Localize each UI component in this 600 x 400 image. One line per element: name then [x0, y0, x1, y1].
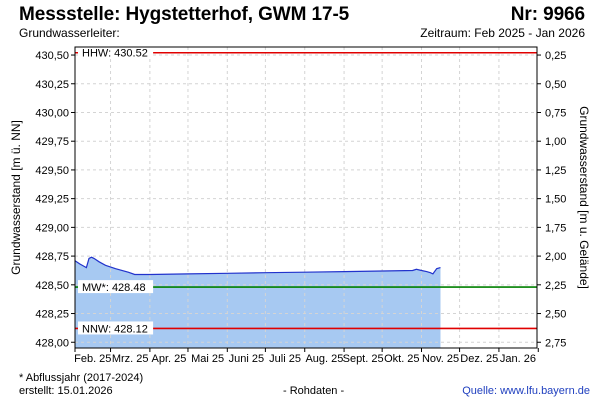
period-label: Zeitraum: Feb 2025 - Jan 2026 — [420, 26, 585, 40]
y2-axis-title: Grundwasserstand [m u. Gelände] — [577, 106, 591, 289]
mw-label-bg — [78, 280, 154, 294]
hhw-label: HHW: 430.52 — [82, 48, 148, 60]
plot-frame — [74, 46, 538, 349]
series-area — [75, 257, 441, 348]
y-tick-label: 429,75 — [35, 136, 69, 148]
x-tick-label: Aug. 25 — [305, 353, 343, 365]
y-tick-label: 428,75 — [35, 251, 69, 263]
hhw-label-bg — [78, 45, 154, 59]
y-tick-label: 430,25 — [35, 79, 69, 91]
y2-tick-label: 1,25 — [545, 165, 566, 177]
y2-tick-label: 1,50 — [545, 194, 566, 206]
y2-tick-label: 2,00 — [545, 251, 566, 263]
y-tick-label: 430,00 — [35, 107, 69, 119]
x-tick-label: Mai 25 — [191, 353, 224, 365]
page-title: Messstelle: Hygstetterhof, GWM 17-5 — [19, 4, 350, 25]
footnote: * Abflussjahr (2017-2024) — [19, 372, 144, 384]
nnw-label: NNW: 428.12 — [82, 323, 148, 335]
y2-tick-label: 0,75 — [545, 107, 566, 119]
nnw-label-bg — [78, 321, 154, 335]
x-tick-label: Mrz. 25 — [112, 353, 149, 365]
y-tick-label: 429,50 — [35, 165, 69, 177]
y-tick-label: 430,50 — [35, 50, 69, 62]
x-tick-label: Apr. 25 — [151, 353, 186, 365]
y-tick-label: 429,25 — [35, 194, 69, 206]
x-tick-label: Jan. 26 — [500, 353, 536, 365]
x-tick-label: Sept. 25 — [343, 353, 384, 365]
y-tick-label: 428,50 — [35, 280, 69, 292]
x-tick-label: Dez. 25 — [460, 353, 498, 365]
source-link[interactable]: Quelle: www.lfu.bayern.de — [462, 385, 590, 397]
x-tick-label: Juli 25 — [269, 353, 301, 365]
y2-tick-label: 0,25 — [545, 50, 566, 62]
x-tick-label: Okt. 25 — [384, 353, 419, 365]
y-axis-title: Grundwasserstand [m ü. NN] — [9, 120, 23, 275]
y-tick-label: 429,00 — [35, 222, 69, 234]
x-tick-label: Juni 25 — [229, 353, 264, 365]
mw-label: MW*: 428.48 — [82, 282, 146, 294]
y-tick-label: 428,25 — [35, 309, 69, 321]
y2-tick-label: 1,75 — [545, 222, 566, 234]
y2-tick-label: 0,50 — [545, 79, 566, 91]
created-date: erstellt: 15.01.2026 — [19, 385, 113, 397]
y2-tick-label: 2,50 — [545, 309, 566, 321]
y-tick-label: 428,00 — [35, 337, 69, 349]
y2-tick-label: 2,25 — [545, 280, 566, 292]
y2-tick-label: 2,75 — [545, 337, 566, 349]
series-line — [74, 256, 441, 276]
y2-tick-label: 1,00 — [545, 136, 566, 148]
aquifer-label: Grundwasserleiter: — [19, 26, 120, 40]
station-number: Nr: 9966 — [510, 4, 585, 25]
x-tick-label: Nov. 25 — [422, 353, 459, 365]
x-tick-label: Feb. 25 — [74, 353, 111, 365]
rawdata-label: - Rohdaten - — [283, 385, 345, 397]
